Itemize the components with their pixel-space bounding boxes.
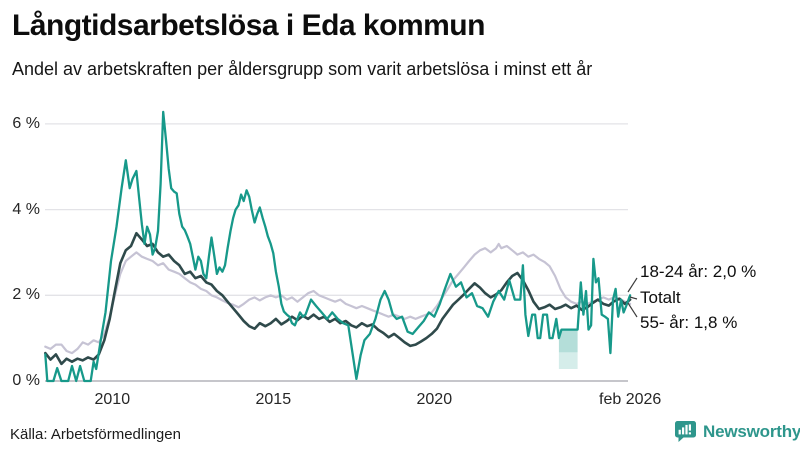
- y-axis-tick-label: 6 %: [12, 114, 40, 132]
- series-line-totalt: [43, 231, 632, 366]
- leader-line-18-24: [627, 277, 638, 293]
- uncertainty-band-rect: [558, 329, 578, 353]
- series-lines: [43, 110, 632, 383]
- leader-line-55: [627, 302, 638, 318]
- series-line-55-ar: [44, 242, 632, 355]
- newsworthy-chart-bubble-icon: [675, 421, 696, 442]
- end-label-18-24: 18-24 år: 2,0 %: [640, 262, 757, 281]
- leader-line-totalt: [629, 296, 638, 300]
- end-label-totalt: Totalt: [640, 288, 681, 307]
- source-note: Källa: Arbetsförmedlingen: [10, 426, 181, 443]
- newsworthy-wordmark: Newsworthy: [703, 421, 800, 441]
- x-axis-tick-label: 2020: [416, 391, 453, 408]
- y-axis-tick-label: 0 %: [12, 372, 40, 389]
- end-label-55: 55- år: 1,8 %: [640, 313, 738, 332]
- y-axis-tick-label: 4 %: [12, 200, 40, 218]
- uncertainty-band: [558, 329, 578, 369]
- series-line-18-24-ar: [44, 110, 632, 383]
- annotation-leader-lines: [627, 277, 638, 318]
- uncertainty-band-rect: [558, 352, 578, 369]
- gridlines: [45, 123, 628, 382]
- x-axis-tick-label: 2015: [255, 391, 292, 408]
- chart-subtitle: Andel av arbetskraften per åldersgrupp s…: [12, 59, 593, 79]
- page-title: Långtidsarbetslösa i Eda kommun: [12, 9, 485, 42]
- newsworthy-logo[interactable]: Newsworthy: [674, 420, 800, 443]
- x-axis-tick-label: 2010: [94, 391, 131, 408]
- x-axis-labels: 2010 2015 2020 feb 2026: [0, 391, 800, 413]
- x-axis-tick-label: feb 2026: [599, 391, 662, 408]
- y-axis-tick-label: 2 %: [12, 286, 40, 304]
